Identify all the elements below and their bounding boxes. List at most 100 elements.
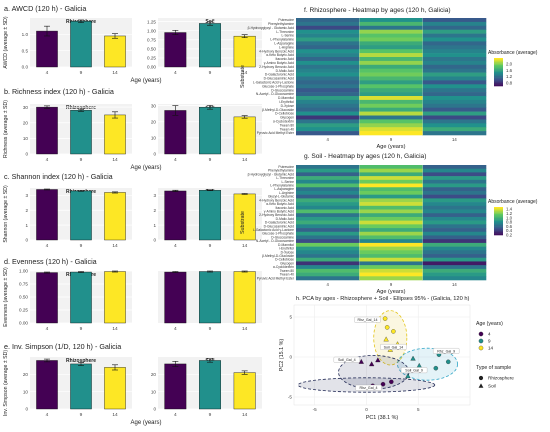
heat-cell (359, 49, 423, 54)
legend-label-age: 9 (488, 339, 491, 344)
bar-age-4 (164, 190, 187, 241)
heat-cell (359, 190, 423, 195)
x-tick-label: 0 (365, 407, 368, 412)
x-tick-label: 14 (112, 243, 118, 249)
colorbar-step (494, 79, 503, 81)
facet-label-rhizosphere: Rhizosphere (66, 105, 96, 111)
y-tick-label: 1.00 (19, 269, 28, 274)
y-tick-label: 0.00 (19, 321, 28, 326)
point-soil-age-4 (358, 358, 364, 364)
row-label: D-Galacturonic Acid (265, 221, 294, 225)
colorbar-step (494, 211, 503, 213)
y-tick-label: 1 (25, 223, 28, 228)
heat-cell (422, 115, 487, 120)
y-tick-label: 3 (153, 193, 156, 198)
row-label: Glycogen (280, 116, 294, 120)
heat-cell (296, 257, 360, 262)
heat-cell (422, 250, 487, 255)
x-tick-label: 14 (242, 412, 248, 418)
colorbar-step (494, 83, 503, 85)
heat-cell (296, 205, 360, 210)
legend-key-age-14 (478, 345, 484, 351)
heat-cell (359, 57, 423, 62)
y-tick-label: 30 (23, 105, 29, 110)
heat-cell (296, 64, 360, 69)
heat-cell (422, 165, 487, 170)
colorbar-step (494, 209, 503, 212)
heat-cell (359, 187, 423, 192)
colorbar-step (494, 207, 503, 209)
heat-cell (296, 123, 360, 128)
heat-cell (359, 92, 423, 97)
x-tick-label: 9 (80, 157, 83, 163)
heat-cell (359, 228, 423, 233)
colorbar-step (494, 222, 503, 225)
heat-cell (422, 220, 487, 225)
row-label: Phenylethylamine (268, 22, 294, 26)
y-tick-label: 5 (289, 315, 292, 320)
x-tick-label: 14 (242, 70, 248, 76)
heat-cell (296, 99, 360, 105)
bar-age-9 (70, 271, 92, 324)
row-label: Tween 40 (280, 273, 294, 277)
bar-age-9 (199, 107, 221, 155)
heat-cell (422, 99, 487, 105)
colorbar-step (494, 69, 503, 71)
colorbar-tick-label: 0.2 (506, 233, 513, 238)
y-tick-label: 20 (151, 372, 157, 377)
panel-c: c. Shannon index (120 h) - Galicia Shanno… (3, 172, 262, 249)
heat-cell (359, 172, 423, 177)
heat-cell (359, 213, 423, 218)
heat-cell (296, 228, 360, 233)
pca-ylabel: PC2 (15.1 %) (279, 339, 285, 372)
y-tick-label: 10 (23, 389, 29, 394)
row-label: L-Serine (282, 180, 295, 184)
heat-cell (359, 29, 423, 34)
bar-age-9 (70, 363, 92, 410)
bar-age-4 (36, 106, 58, 155)
heat-cell (296, 246, 360, 251)
heat-cell (359, 265, 423, 270)
heat-cell (296, 115, 360, 120)
heat-cell (359, 202, 423, 207)
row-label: Glycogen (280, 261, 294, 265)
heat-cell (359, 88, 423, 93)
colorbar-step (494, 214, 503, 216)
heat-cell (296, 37, 360, 42)
heat-cell (296, 190, 360, 195)
heat-cell (422, 257, 487, 262)
row-label: L-Asparagine (274, 187, 294, 191)
colorbar-tick-label: 0.6 (506, 224, 513, 229)
bar-age-4 (36, 189, 58, 241)
legend-title-age: Age (years) (476, 321, 503, 327)
y-tick-label: 3 (25, 193, 28, 198)
legend-key-soil (478, 383, 484, 388)
y-tick-label: 1.00 (147, 28, 156, 33)
heat-cell (359, 103, 423, 108)
y-tick-label: 0 (153, 238, 156, 243)
colorbar-step (494, 73, 503, 76)
heat-cell (422, 57, 487, 62)
y-tick-label: 0.50 (19, 295, 28, 300)
heat-cell (359, 268, 423, 273)
heat-cell (296, 239, 360, 244)
row-label: β-Hydroxyglycyl - Glutamic Acid (248, 26, 295, 30)
annotation-label: Soil_Gal_9 (405, 369, 423, 373)
heat-cell (422, 76, 487, 81)
row-label: Tween 80 (280, 269, 294, 273)
panel-c-ylabel: Shannon (average ± SD) (3, 185, 9, 243)
row-label: L-Threonine (276, 176, 294, 180)
colorbar-step (494, 72, 503, 74)
y-tick-label: 0.0 (22, 65, 29, 70)
panel-g-title: g. Soil - Heatmap by ages (120 h, Galici… (304, 153, 426, 160)
y-tick-label: 10 (151, 136, 157, 141)
colorbar-step (494, 232, 503, 234)
row-label: Putrescine (278, 18, 294, 22)
heat-cell (422, 92, 487, 97)
ellipse-age-14 (373, 310, 408, 366)
heat-cell (296, 235, 360, 240)
legend-label-type: Rhizosphere (488, 376, 514, 381)
heat-cell (359, 25, 423, 30)
colorbar-step (494, 76, 503, 78)
heat-cell (296, 220, 360, 225)
